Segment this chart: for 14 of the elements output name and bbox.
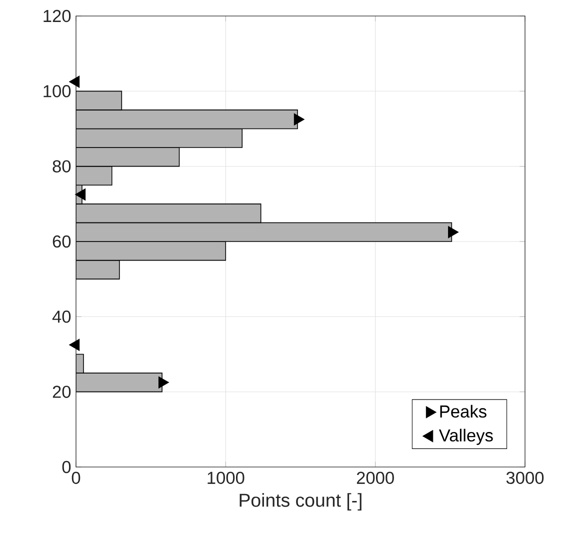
- legend-label: Valleys: [438, 428, 493, 445]
- y-tick-label: 80: [52, 160, 71, 172]
- x-tick-label: 1000: [208, 472, 244, 484]
- x-tick-label: 3000: [506, 472, 544, 484]
- y-tick-label: 0: [62, 460, 71, 474]
- legend-label: Peaks: [440, 404, 486, 418]
- y-tick-label: 60: [52, 235, 71, 248]
- x-tick-label: 2000: [356, 472, 394, 484]
- x-tick-label: 0: [72, 472, 80, 484]
- y-tick-label: 100: [44, 85, 71, 98]
- y-tick-label: 20: [52, 386, 71, 398]
- y-tick-label: 40: [52, 310, 71, 323]
- x-axis-title: Points count [-]: [240, 493, 362, 511]
- y-tick-label: 120: [44, 10, 71, 22]
